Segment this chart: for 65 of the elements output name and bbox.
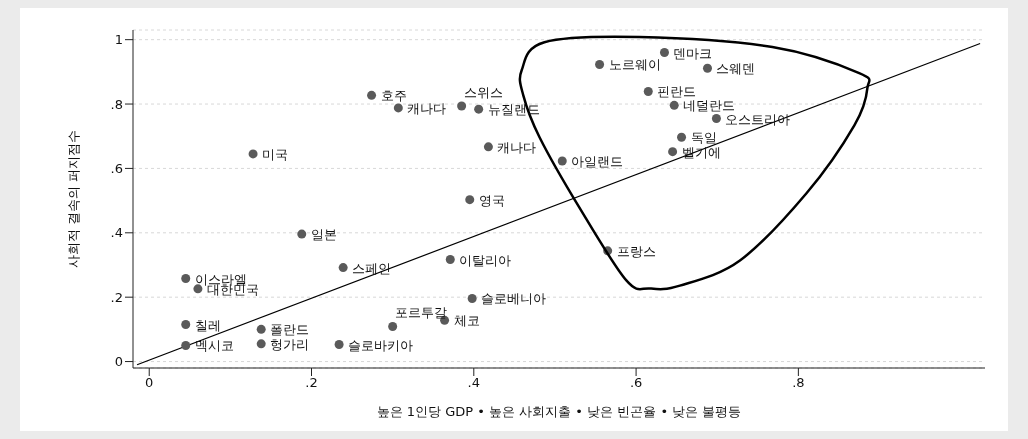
point bbox=[677, 132, 687, 142]
point bbox=[181, 320, 191, 330]
point bbox=[595, 59, 605, 69]
point bbox=[669, 100, 679, 110]
y-tick-label: .4 bbox=[110, 225, 123, 241]
annotation: 스위스 bbox=[463, 84, 503, 100]
annotation: 슬로베니아 bbox=[481, 291, 547, 307]
point bbox=[367, 90, 377, 100]
x-tick-label: .6 bbox=[629, 375, 643, 391]
x-tick-label: .2 bbox=[305, 375, 318, 391]
y-axis-title: 사회적 결속의 퍼지점수 bbox=[65, 129, 81, 269]
point bbox=[248, 149, 258, 159]
point bbox=[474, 104, 484, 114]
point bbox=[643, 86, 653, 96]
point bbox=[668, 147, 678, 157]
x-tick-label: 0 bbox=[145, 375, 154, 391]
point bbox=[297, 229, 307, 239]
annotation: 호주 bbox=[380, 88, 407, 104]
annotation: 일본 bbox=[310, 227, 337, 243]
annotation: 노르웨이 bbox=[608, 57, 661, 73]
y-tick-label: 0 bbox=[114, 354, 123, 370]
point bbox=[256, 324, 266, 334]
point bbox=[256, 339, 266, 349]
annotation: 캐나다 bbox=[407, 100, 447, 116]
point bbox=[393, 103, 403, 113]
annotation: 스웨덴 bbox=[716, 61, 756, 77]
point bbox=[659, 48, 669, 58]
annotation: 헝가리 bbox=[270, 336, 310, 352]
point bbox=[467, 293, 477, 303]
point bbox=[702, 63, 712, 73]
point bbox=[457, 101, 467, 111]
point bbox=[181, 340, 191, 350]
annotation: 스페인 bbox=[352, 260, 392, 276]
annotation: 포르투갈 bbox=[394, 305, 447, 321]
point bbox=[334, 340, 344, 349]
x-tick-label: .4 bbox=[467, 375, 480, 391]
annotation: 미국 bbox=[262, 146, 289, 162]
point bbox=[711, 114, 721, 124]
annotation: 체코 bbox=[453, 313, 480, 329]
y-tick-label: .8 bbox=[110, 96, 123, 112]
annotation: 덴마크 bbox=[673, 45, 713, 61]
point bbox=[483, 142, 493, 152]
point bbox=[388, 321, 398, 331]
annotation: 영국 bbox=[478, 192, 505, 208]
annotation: 슬로바키아 bbox=[348, 337, 414, 353]
point bbox=[465, 195, 475, 205]
annotation: 프랑스 bbox=[616, 243, 656, 259]
y-tick-label: .6 bbox=[110, 161, 123, 177]
annotation: 이탈리아 bbox=[459, 252, 512, 268]
y-tick-label: .2 bbox=[110, 289, 123, 305]
y-tick-label: 1 bbox=[114, 32, 123, 48]
annotation: 캐나다 bbox=[497, 139, 537, 155]
annotation: 멕시코 bbox=[194, 338, 234, 354]
x-tick-label: .8 bbox=[792, 375, 805, 391]
point bbox=[445, 255, 455, 265]
annotation: 칠레 bbox=[194, 317, 221, 333]
annotation: 독일 bbox=[690, 130, 717, 146]
annotation: 폴란드 bbox=[270, 322, 310, 338]
annotation: 네덜란드 bbox=[683, 98, 736, 114]
annotation: 핀란드 bbox=[657, 84, 697, 100]
point bbox=[181, 274, 191, 284]
point bbox=[557, 156, 567, 166]
point bbox=[338, 263, 348, 273]
x-axis-title: 높은 1인당 GDP • 높은 사회지출 • 낮은 빈곤율 • 낮은 불평등 bbox=[376, 404, 742, 419]
annotation: 아일랜드 bbox=[571, 154, 624, 170]
